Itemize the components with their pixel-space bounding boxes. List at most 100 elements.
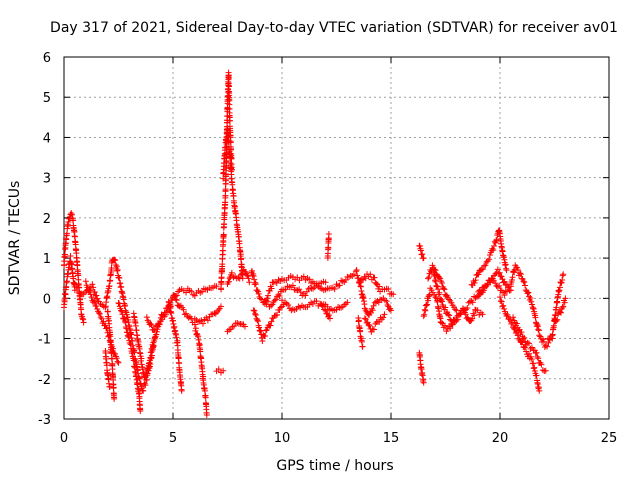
data-point xyxy=(217,303,224,310)
data-point xyxy=(178,387,185,394)
data-point xyxy=(147,354,154,361)
data-point xyxy=(91,299,98,306)
data-point xyxy=(283,300,290,307)
data-point xyxy=(325,230,332,237)
data-point xyxy=(481,262,488,269)
data-point xyxy=(96,310,103,317)
x-tick-label: 0 xyxy=(60,431,68,446)
data-point xyxy=(226,117,233,124)
data-point xyxy=(159,316,166,323)
data-point xyxy=(116,274,123,281)
y-tick-label: 5 xyxy=(43,91,51,106)
data-point xyxy=(530,365,537,372)
data-point xyxy=(417,247,424,254)
data-point xyxy=(71,280,78,287)
data-point xyxy=(373,298,380,305)
data-point xyxy=(361,315,368,322)
data-point xyxy=(138,355,145,362)
data-point xyxy=(550,322,557,329)
data-point xyxy=(367,271,374,278)
data-point xyxy=(90,284,97,291)
data-point xyxy=(115,300,122,307)
data-point xyxy=(271,297,278,304)
y-tick-label: -1 xyxy=(38,333,51,348)
data-point xyxy=(546,336,553,343)
data-point xyxy=(420,255,427,262)
data-point xyxy=(423,302,430,309)
data-point xyxy=(106,332,113,339)
data-point xyxy=(310,285,317,292)
data-point xyxy=(448,299,455,306)
data-point xyxy=(252,279,259,286)
data-point xyxy=(69,265,76,272)
data-point xyxy=(390,291,397,298)
data-point xyxy=(153,331,160,338)
data-point xyxy=(383,298,390,305)
data-point xyxy=(273,280,280,287)
data-point xyxy=(515,267,522,274)
data-point xyxy=(380,314,387,321)
data-point xyxy=(422,302,429,309)
data-point xyxy=(137,407,144,414)
x-axis-label: GPS time / hours xyxy=(276,458,393,474)
data-point xyxy=(502,281,509,288)
data-point xyxy=(445,311,452,318)
data-point xyxy=(501,305,508,312)
data-point xyxy=(213,283,220,290)
data-point xyxy=(222,144,229,151)
data-point xyxy=(356,280,363,287)
data-point xyxy=(534,353,541,360)
data-point xyxy=(501,278,508,285)
y-axis-ticks: -3 -2 -1 0 1 2 3 4 5 6 xyxy=(38,51,609,428)
data-point xyxy=(225,278,232,285)
data-point xyxy=(510,314,517,321)
data-point xyxy=(542,367,549,374)
data-point xyxy=(112,350,119,357)
data-point xyxy=(384,301,391,308)
data-point xyxy=(471,312,478,319)
data-point xyxy=(559,276,566,283)
data-point xyxy=(257,328,264,335)
data-point xyxy=(438,280,445,287)
data-point xyxy=(93,292,100,299)
data-point xyxy=(370,326,377,333)
data-point xyxy=(257,327,264,334)
data-point xyxy=(526,340,533,347)
data-point xyxy=(355,317,362,324)
data-point xyxy=(202,394,209,401)
data-point xyxy=(474,307,481,314)
data-point xyxy=(151,327,158,334)
data-point xyxy=(300,273,307,280)
data-point xyxy=(254,317,261,324)
data-point xyxy=(249,267,256,274)
data-point xyxy=(250,273,257,280)
data-point xyxy=(416,243,423,250)
data-point xyxy=(239,271,246,278)
data-point xyxy=(219,261,226,268)
data-point xyxy=(524,290,531,297)
data-point xyxy=(264,295,271,302)
data-point xyxy=(539,367,546,374)
data-point xyxy=(238,255,245,262)
data-point xyxy=(148,322,155,329)
data-point xyxy=(199,320,206,327)
data-point xyxy=(556,284,563,291)
data-point xyxy=(497,298,504,305)
data-point xyxy=(143,370,150,377)
data-point xyxy=(82,278,89,285)
data-point xyxy=(87,291,94,298)
data-point xyxy=(479,311,486,318)
data-point xyxy=(166,303,173,310)
data-point xyxy=(183,289,190,296)
data-point xyxy=(362,316,369,323)
data-point xyxy=(482,262,489,269)
data-point xyxy=(111,256,118,263)
data-point xyxy=(469,299,476,306)
data-point xyxy=(255,318,262,325)
data-point xyxy=(538,361,545,368)
data-point xyxy=(441,286,448,293)
data-point xyxy=(492,280,499,287)
data-point xyxy=(528,344,535,351)
data-point xyxy=(419,372,426,379)
data-point xyxy=(307,285,314,292)
